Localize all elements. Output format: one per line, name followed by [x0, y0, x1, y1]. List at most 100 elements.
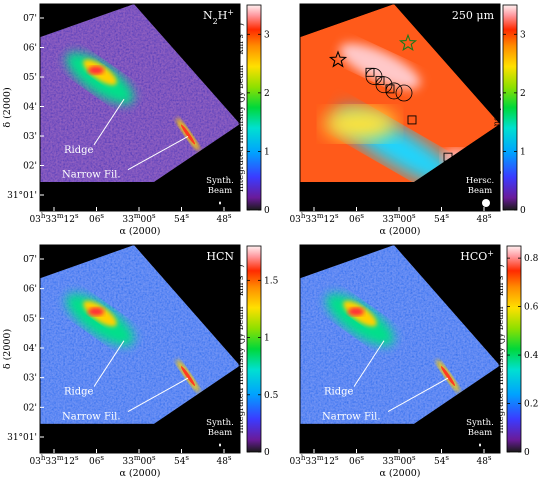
panel-3: HCN Ridge Narrow Fil. Synth.Beam 03h33m12s 06… [2, 244, 279, 479]
x-axis-label: α (2000) [119, 226, 160, 237]
beam-label-line1: Hersc. [466, 176, 494, 186]
filament-pointer [127, 136, 189, 171]
colorbar [502, 4, 518, 211]
y-tick-label: 02' [23, 403, 37, 413]
colorbar-tick-label: 3 [264, 30, 270, 40]
map-image [40, 4, 240, 183]
annotation-ridge: Ridge [64, 387, 94, 398]
y-tick-label: 02' [23, 162, 37, 172]
ridge-pointer [93, 98, 125, 146]
colorbar-tick-label: 1 [520, 147, 526, 157]
x-tick-label: 33m00s [382, 212, 416, 225]
beam-label-line1: Synth. [206, 176, 234, 186]
x-tick-label: 06s [89, 454, 104, 467]
colorbar [506, 245, 522, 453]
panel-4: HCO+ Ridge Narrow Fil. Synth.Beam 03h33m12s 0… [289, 244, 539, 479]
beam-symbol [482, 199, 490, 207]
colorbar [246, 4, 262, 211]
marker-circle [375, 76, 393, 94]
y-tick-label: 07' [23, 14, 37, 24]
ridge-pointer [93, 340, 125, 387]
x-tick-label: 48s [216, 212, 231, 225]
map-image [40, 245, 240, 424]
colorbar-tick-label: 2 [264, 89, 270, 99]
filament-core [180, 124, 196, 145]
y-tick-label: 31°01' [7, 191, 37, 201]
x-tick-label: 03h33m12s [289, 212, 339, 225]
x-tick-label: 54s [434, 212, 449, 225]
plot-frame [39, 3, 241, 212]
y-axis-label: δ (2000) [2, 329, 13, 369]
colorbar-tick-label: 1 [264, 147, 270, 157]
y-tick-label: 05' [23, 73, 37, 83]
panel-title: HCN [206, 250, 234, 263]
y-tick-label: 07' [23, 255, 37, 265]
x-tick-label: 48s [216, 454, 231, 467]
filament-pointer [127, 377, 189, 412]
ridge-peak [348, 307, 364, 316]
marker-square [375, 76, 385, 86]
colorbar-tick-label: 0 [264, 206, 270, 216]
colorbar-tick-label: 0 [520, 206, 526, 216]
x-tick-label: 06s [89, 212, 104, 225]
y-tick-label: 06' [23, 285, 37, 295]
colorbar-tick-label: 0.2 [524, 400, 538, 410]
beam-label-line2: Beam [468, 186, 492, 196]
x-tick-label: 03h33m12s [29, 212, 79, 225]
colorbar-tick-label: 3 [520, 30, 526, 40]
y-tick-label: 05' [23, 314, 37, 324]
beam-label-line1: Synth. [206, 418, 234, 428]
filament-core [180, 366, 196, 386]
y-tick-label: 04' [23, 103, 37, 113]
x-tick-label: 33m00s [122, 212, 156, 225]
marker-star [398, 33, 418, 52]
y-axis-label: δ (2000) [2, 87, 13, 127]
marker-star [328, 50, 348, 68]
colorbar-label: Integrated Intensity (Jy beam⁻¹ km s⁻¹) [235, 23, 246, 192]
y-tick-label: 06' [23, 44, 37, 54]
map-peak-region [339, 43, 421, 89]
x-tick-label: 33m00s [122, 454, 156, 467]
beam-symbol [479, 443, 481, 447]
x-tick-label: 48s [476, 212, 491, 225]
colorbar-label: Integrated Intensity (Jy beam⁻¹ km s⁻¹) [495, 264, 506, 433]
beam-symbol [219, 443, 221, 447]
panel-1: N2H+ Ridge Narrow Fil. Synth.Beam 03h33m12s 0… [2, 3, 270, 237]
annotation-narrow-fil: Narrow Fil. [62, 170, 121, 181]
colorbar-tick-label: 1.5 [264, 276, 279, 286]
ridge-peak [88, 307, 104, 316]
x-tick-label: 48s [476, 454, 491, 467]
panel-title: 250 μm [452, 9, 495, 22]
colorbar-tick-label: 0.4 [524, 351, 539, 361]
colorbar-tick-label: 0.6 [524, 303, 539, 313]
annotation-narrow-fil: Narrow Fil. [322, 412, 381, 423]
plot-frame [299, 244, 501, 454]
x-axis-label: α (2000) [379, 468, 420, 479]
marker-square [443, 152, 453, 162]
y-tick-label: 04' [23, 344, 37, 354]
map-mid-region [324, 107, 396, 141]
beam-symbol [219, 201, 221, 205]
beam-label-line2: Beam [208, 428, 232, 438]
marker-circle [365, 68, 383, 85]
marker-circle [395, 84, 413, 102]
plot-frame [39, 244, 241, 454]
colorbar-tick-label: 2 [520, 89, 526, 99]
marker-square [407, 115, 417, 125]
y-tick-label: 03' [23, 132, 37, 142]
colorbar-tick-label: 0 [524, 448, 530, 458]
x-tick-label: 54s [174, 454, 189, 467]
colorbar-tick-label: 0.8 [524, 254, 539, 264]
annotation-ridge: Ridge [64, 145, 94, 156]
colorbar-label: Integrated Intensity (Jy beam⁻¹ km s⁻¹) [491, 23, 502, 192]
annotation-ridge: Ridge [324, 387, 354, 398]
x-tick-label: 06s [349, 454, 364, 467]
y-tick-label: 31°01' [7, 433, 37, 443]
filament-pointer [387, 377, 449, 412]
colorbar-tick-label: 0 [264, 448, 270, 458]
beam-label-line1: Synth. [466, 418, 494, 428]
panel-title: HCO+ [460, 249, 494, 264]
colorbar-label: Integrated Intensity (Jy beam⁻¹ km s⁻¹) [235, 264, 246, 433]
colorbar-tick-label: 0.5 [264, 391, 279, 401]
x-tick-label: 54s [434, 454, 449, 467]
